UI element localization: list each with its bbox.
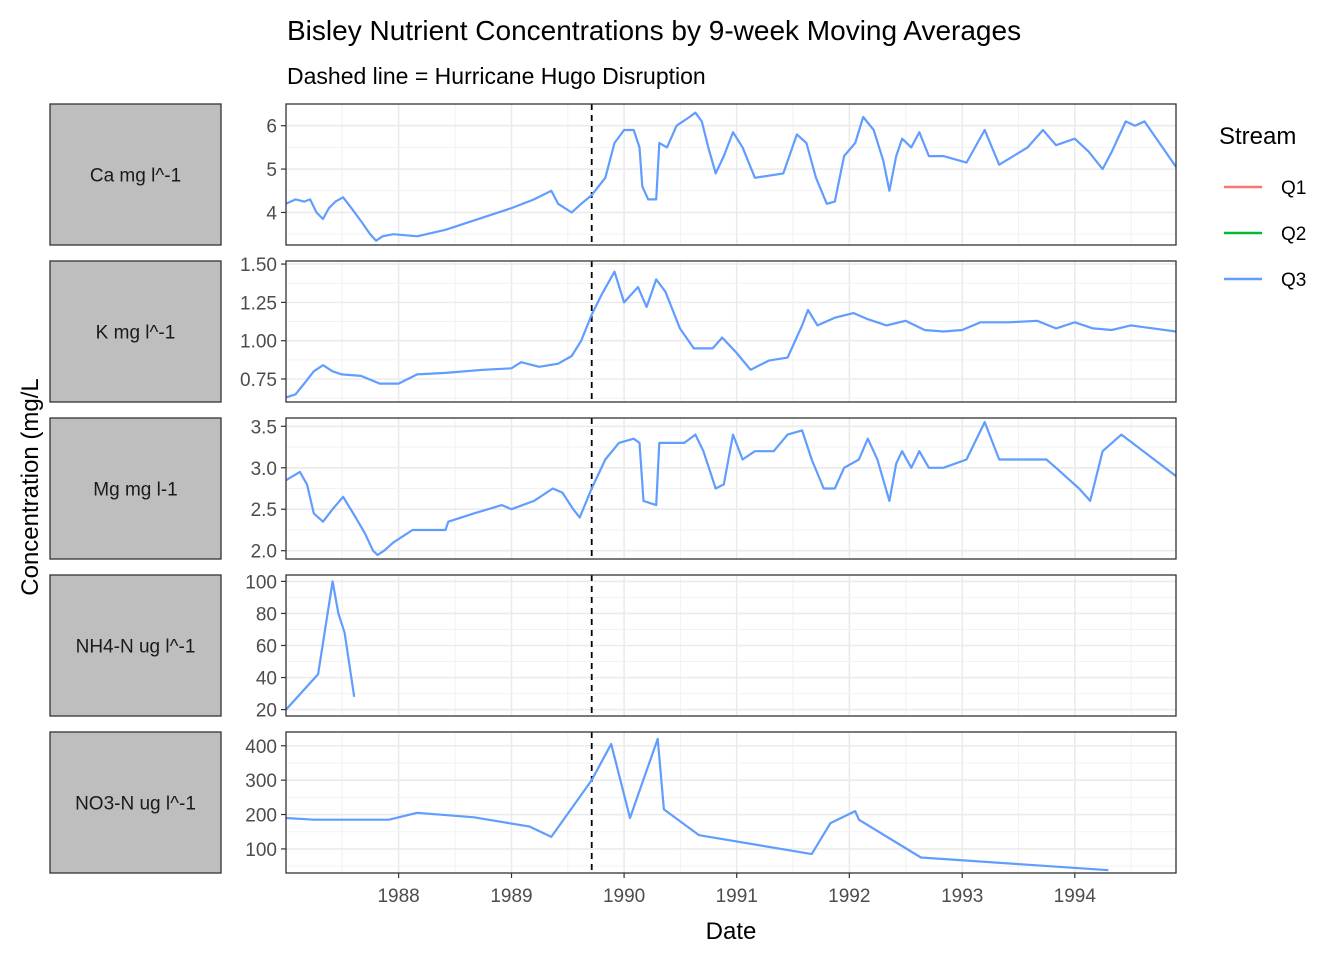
y-tick-label: 6 xyxy=(266,117,277,138)
panel-border xyxy=(285,103,1177,246)
x-tick-label: 1988 xyxy=(377,886,419,907)
panel-background xyxy=(286,104,1176,245)
panel-strip-label: Ca mg l^-1 xyxy=(90,166,181,187)
x-tick-label: 1994 xyxy=(1054,886,1097,907)
panel-strip xyxy=(49,417,222,560)
y-axis-label: Concentration (mg/L xyxy=(17,378,44,595)
panel: NO3-N ug l^-1 100 200 300 400 xyxy=(49,731,1177,874)
x-tick-label: 1990 xyxy=(603,886,645,907)
x-tick-label: 1993 xyxy=(941,886,983,907)
panel-background xyxy=(286,261,1176,402)
series-line-q3 xyxy=(285,270,1177,399)
y-tick-label: 100 xyxy=(245,572,277,593)
panel: K mg l^-1 0.75 1.00 1.25 1.50 xyxy=(49,255,1177,403)
panel-strip-label: NO3-N ug l^-1 xyxy=(75,794,196,815)
chart-subtitle: Dashed line = Hurricane Hugo Disruption xyxy=(287,63,706,89)
series-line-q3 xyxy=(285,737,1109,872)
panel-border xyxy=(285,260,1177,403)
x-tick-label: 1991 xyxy=(716,886,758,907)
series-line-q3 xyxy=(285,421,1177,556)
panel-background xyxy=(286,732,1176,873)
series-line-q3 xyxy=(285,111,1177,242)
panel-border xyxy=(285,417,1177,560)
y-tick-label: 80 xyxy=(256,604,277,625)
panel-strip xyxy=(49,260,222,403)
y-tick-label: 2.0 xyxy=(251,542,277,563)
x-axis-label: Date xyxy=(706,918,757,945)
panel-strip-label: Mg mg l-1 xyxy=(93,480,177,501)
y-tick-label: 5 xyxy=(266,160,277,181)
panel-border xyxy=(285,574,1177,717)
y-tick-label: 40 xyxy=(256,669,277,690)
y-tick-label: 20 xyxy=(256,701,277,722)
x-axis: 1988 1989 1990 1991 1992 1993 1994 xyxy=(377,873,1096,907)
y-tick-label: 400 xyxy=(245,737,277,758)
legend-label: Q1 xyxy=(1281,178,1306,199)
panel-strip xyxy=(49,731,222,874)
y-tick-label: 4 xyxy=(266,203,277,224)
y-tick-label: 100 xyxy=(245,840,277,861)
y-tick-label: 1.25 xyxy=(240,293,277,314)
chart-title: Bisley Nutrient Concentrations by 9-week… xyxy=(287,15,1021,46)
panels-layer: Ca mg l^-1 4 5 6 K mg l^-1 0.75 1.00 1.25 1.50 Mg… xyxy=(49,103,1177,874)
series-line-q3 xyxy=(285,580,356,711)
y-tick-label: 60 xyxy=(256,637,277,658)
y-tick-label: 3.0 xyxy=(251,459,277,480)
y-tick-label: 3.5 xyxy=(251,417,277,438)
y-tick-label: 0.75 xyxy=(240,370,277,391)
y-tick-label: 300 xyxy=(245,771,277,792)
panel-strip xyxy=(49,574,222,717)
y-tick-label: 200 xyxy=(245,806,277,827)
x-tick-label: 1989 xyxy=(490,886,532,907)
legend: Stream Q1 Q2 Q3 xyxy=(1219,123,1306,291)
y-tick-label: 1.50 xyxy=(240,255,277,276)
y-tick-label: 2.5 xyxy=(251,500,277,521)
panel: NH4-N ug l^-1 20 40 60 80 100 xyxy=(49,572,1177,722)
legend-title: Stream xyxy=(1219,123,1296,150)
panel: Ca mg l^-1 4 5 6 xyxy=(49,103,1177,246)
panel-border xyxy=(285,731,1177,874)
legend-label: Q3 xyxy=(1281,270,1306,291)
x-tick-label: 1992 xyxy=(828,886,870,907)
panel: Mg mg l-1 2.0 2.5 3.0 3.5 xyxy=(49,417,1177,563)
y-tick-label: 1.00 xyxy=(240,332,277,353)
panel-strip xyxy=(49,103,222,246)
legend-label: Q2 xyxy=(1281,224,1306,245)
panel-strip-label: K mg l^-1 xyxy=(96,323,176,344)
panel-strip-label: NH4-N ug l^-1 xyxy=(76,637,196,658)
